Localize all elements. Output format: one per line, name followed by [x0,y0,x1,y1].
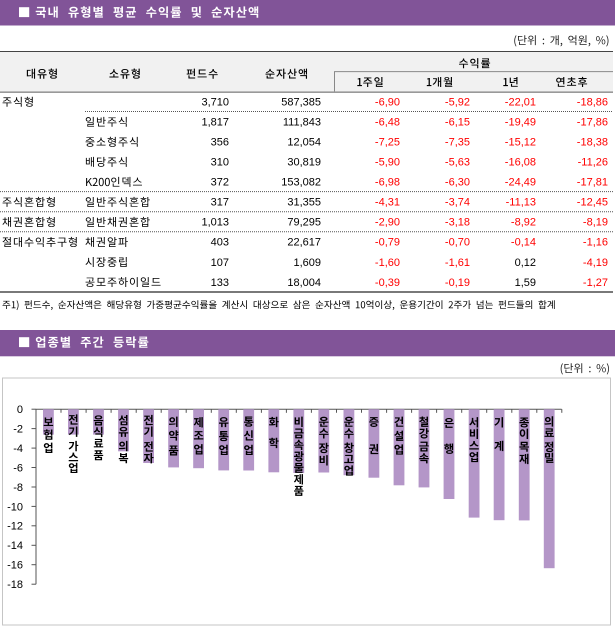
svg-text:587,385: 587,385 [281,97,321,109]
svg-text:-18,86: -18,86 [577,97,608,109]
svg-text:356: 356 [211,137,229,149]
svg-text:0,12: 0,12 [515,257,536,269]
svg-text:-14: -14 [7,540,23,552]
svg-text:-16,08: -16,08 [505,157,536,169]
svg-text:-0,79: -0,79 [375,237,400,249]
svg-text:-8: -8 [13,482,23,494]
svg-text:310: 310 [211,157,229,169]
svg-text:-16: -16 [7,560,23,572]
svg-text:-5,92: -5,92 [445,97,470,109]
svg-text:-10: -10 [7,501,23,513]
svg-text:1,013: 1,013 [201,217,229,229]
svg-text:-0,39: -0,39 [375,277,400,289]
svg-text:317: 317 [211,197,229,209]
svg-text:-12: -12 [7,521,23,533]
svg-text:-6: -6 [13,462,23,474]
svg-text:-3,18: -3,18 [445,217,470,229]
svg-text:31,355: 31,355 [287,197,321,209]
svg-text:153,082: 153,082 [281,177,321,189]
svg-text:0: 0 [17,404,23,416]
svg-text:-18,38: -18,38 [577,137,608,149]
svg-text:-24,49: -24,49 [505,177,536,189]
svg-text:-0,70: -0,70 [445,237,470,249]
svg-text:-1,16: -1,16 [583,237,608,249]
svg-text:-4,31: -4,31 [375,197,400,209]
svg-text:-0,19: -0,19 [445,277,470,289]
svg-text:-2,90: -2,90 [375,217,400,229]
svg-text:-5,63: -5,63 [445,157,470,169]
svg-text:-11,13: -11,13 [506,197,536,209]
svg-text:79,295: 79,295 [287,217,321,229]
svg-text:-1,61: -1,61 [445,257,470,269]
svg-text:-8,19: -8,19 [583,217,608,229]
svg-text:-1,27: -1,27 [583,277,608,289]
svg-text:-12,45: -12,45 [577,197,608,209]
svg-text:-6,48: -6,48 [375,117,400,129]
svg-text:-2: -2 [13,424,23,436]
svg-text:-22,01: -22,01 [505,97,536,109]
svg-text:-5,90: -5,90 [375,157,400,169]
svg-text:-6,90: -6,90 [375,97,400,109]
svg-text:-6,98: -6,98 [375,177,400,189]
svg-text:-7,35: -7,35 [445,137,470,149]
svg-text:-1,60: -1,60 [375,257,400,269]
svg-text:107: 107 [211,257,229,269]
svg-text:372: 372 [211,177,229,189]
svg-text:111,843: 111,843 [283,117,321,129]
svg-text:3,710: 3,710 [201,97,229,109]
svg-text:-17,81: -17,81 [577,177,608,189]
svg-text:-19,49: -19,49 [505,117,536,129]
svg-text:403: 403 [211,237,229,249]
svg-text:12,054: 12,054 [287,137,321,149]
svg-text:-6,15: -6,15 [445,117,470,129]
svg-text:-7,25: -7,25 [375,137,400,149]
svg-text:-11,26: -11,26 [578,157,608,169]
svg-text:133: 133 [211,277,229,289]
svg-text:30,819: 30,819 [287,157,321,169]
svg-text:-6,30: -6,30 [445,177,470,189]
svg-text:-15,12: -15,12 [505,137,536,149]
svg-text:-0,14: -0,14 [511,237,536,249]
svg-text:1,817: 1,817 [201,117,229,129]
svg-text:-4: -4 [13,443,23,455]
svg-text:-3,74: -3,74 [445,197,470,209]
svg-text:-18: -18 [7,579,23,591]
svg-text:-17,86: -17,86 [577,117,608,129]
svg-text:18,004: 18,004 [287,277,321,289]
svg-text:22,617: 22,617 [287,237,321,249]
svg-text:-8,92: -8,92 [511,217,536,229]
svg-text:-4,19: -4,19 [583,257,608,269]
svg-text:1,609: 1,609 [293,257,321,269]
svg-text:1,59: 1,59 [515,277,536,289]
